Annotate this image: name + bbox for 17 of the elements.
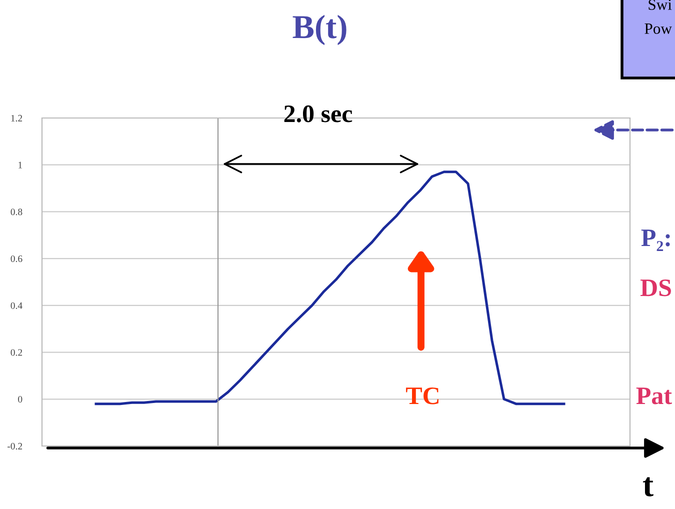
text: P₂: — [641, 230, 670, 252]
x-axis-title: t — [642, 477, 654, 496]
line-series — [94, 170, 566, 406]
y-tick-label: 0.8 — [10, 208, 22, 216]
y-tick-label: 1.2 — [11, 114, 22, 122]
text: Pat — [636, 388, 672, 404]
y-tick-label: 0.4 — [10, 302, 22, 309]
text: DS — [640, 279, 671, 296]
y-tick-label: -0.2 — [8, 442, 22, 450]
chart-title: B(t) — [292, 14, 346, 46]
annotation: 2.0 sec — [284, 105, 352, 122]
y-tick-label: 1 — [18, 162, 22, 168]
y-tick-label: 0.2 — [10, 349, 22, 356]
text: Pow — [644, 24, 672, 34]
y-tick-label: 0 — [18, 396, 22, 403]
annotation: TC — [406, 387, 438, 404]
y-tick-label: 0.6 — [10, 255, 22, 262]
